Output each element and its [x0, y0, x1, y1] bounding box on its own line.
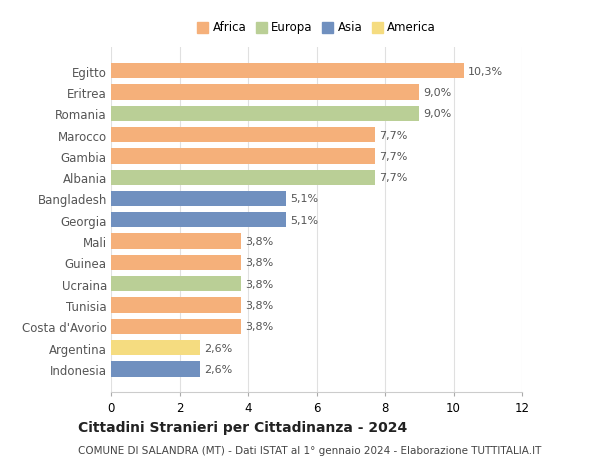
- Text: 7,7%: 7,7%: [379, 130, 407, 140]
- Text: 9,0%: 9,0%: [424, 88, 452, 98]
- Text: 7,7%: 7,7%: [379, 173, 407, 183]
- Bar: [111, 234, 241, 249]
- Bar: [111, 276, 241, 292]
- Text: 7,7%: 7,7%: [379, 151, 407, 162]
- Text: 5,1%: 5,1%: [290, 194, 318, 204]
- Bar: [111, 319, 241, 334]
- Text: Cittadini Stranieri per Cittadinanza - 2024: Cittadini Stranieri per Cittadinanza - 2…: [78, 420, 407, 434]
- Bar: [111, 170, 375, 185]
- Text: 3,8%: 3,8%: [245, 322, 274, 331]
- Text: COMUNE DI SALANDRA (MT) - Dati ISTAT al 1° gennaio 2024 - Elaborazione TUTTITALI: COMUNE DI SALANDRA (MT) - Dati ISTAT al …: [78, 445, 541, 455]
- Bar: [111, 106, 419, 122]
- Text: 2,6%: 2,6%: [204, 364, 232, 374]
- Text: 2,6%: 2,6%: [204, 343, 232, 353]
- Text: 3,8%: 3,8%: [245, 258, 274, 268]
- Bar: [111, 128, 375, 143]
- Text: 10,3%: 10,3%: [468, 67, 503, 77]
- Text: 9,0%: 9,0%: [424, 109, 452, 119]
- Bar: [111, 340, 200, 356]
- Bar: [111, 298, 241, 313]
- Bar: [111, 149, 375, 164]
- Bar: [111, 191, 286, 207]
- Bar: [111, 85, 419, 101]
- Bar: [111, 362, 200, 377]
- Text: 3,8%: 3,8%: [245, 236, 274, 246]
- Text: 3,8%: 3,8%: [245, 300, 274, 310]
- Bar: [111, 64, 464, 79]
- Text: 5,1%: 5,1%: [290, 215, 318, 225]
- Bar: [111, 213, 286, 228]
- Bar: [111, 255, 241, 270]
- Legend: Africa, Europa, Asia, America: Africa, Europa, Asia, America: [193, 16, 440, 39]
- Text: 3,8%: 3,8%: [245, 279, 274, 289]
